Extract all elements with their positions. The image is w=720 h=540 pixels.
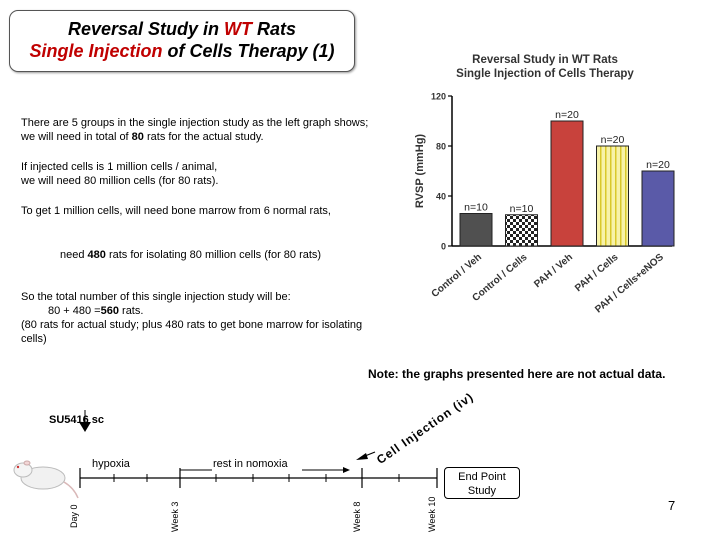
paragraph-cells: If injected cells is 1 million cells / a… <box>21 161 219 187</box>
label-week10: Week 10 <box>427 496 437 532</box>
rest-arrowhead <box>343 467 350 473</box>
bar-4 <box>641 170 675 247</box>
note-text: Note: the graphs presented here are not … <box>368 367 666 381</box>
bar-1 <box>505 214 538 247</box>
rest-label: rest in nomoxia <box>213 458 288 470</box>
bar-label-3: n=20 <box>601 134 625 146</box>
timeline <box>13 410 438 499</box>
title-line-2: Single Injection of Cells Therapy (1) <box>29 41 335 61</box>
minor-ticks <box>113 474 400 482</box>
paragraph-total: So the total number of this single injec… <box>21 291 363 345</box>
y-tick-label-1: 40 <box>436 192 446 202</box>
chart-title: Reversal Study in WT Rats Single Injecti… <box>456 54 634 80</box>
bar-label-0: n=10 <box>464 202 488 214</box>
paragraph-groups: There are 5 groups in the single injecti… <box>21 117 369 143</box>
slide-title: Reversal Study in WT Rats Single Injecti… <box>9 10 355 72</box>
category-label-3: PAH / Cells <box>573 252 621 295</box>
y-tick-label-3: 120 <box>431 92 446 102</box>
bar-label-4: n=20 <box>646 159 670 171</box>
su5416-arrow <box>79 422 91 432</box>
paragraph-isolating: need 480 rats for isolating 80 million c… <box>60 249 322 261</box>
label-day0: Day 0 <box>69 504 79 528</box>
y-axis-label: RVSP (mmHg) <box>414 134 426 209</box>
label-week3: Week 3 <box>170 501 180 532</box>
hypoxia-label: hypoxia <box>92 458 130 470</box>
category-label-2: PAH / Veh <box>532 252 575 290</box>
bar-0 <box>459 213 493 247</box>
end-point-box: End Point Study <box>444 467 520 499</box>
bar-label-1: n=10 <box>510 203 534 215</box>
page-number: 7 <box>668 498 676 513</box>
label-week8: Week 8 <box>352 501 362 532</box>
bar-label-2: n=20 <box>555 109 579 121</box>
bar-3 <box>596 145 629 247</box>
y-tick-label-2: 80 <box>436 142 446 152</box>
y-tick-label-0: 0 <box>441 242 446 252</box>
paragraph-bone-marrow: To get 1 million cells, will need bone m… <box>21 205 331 217</box>
title-line-1: Reversal Study in WT Rats <box>67 19 297 39</box>
su5416-label: SU5416 sc <box>49 414 105 426</box>
rat-image <box>13 460 79 499</box>
bar-2 <box>550 120 584 247</box>
